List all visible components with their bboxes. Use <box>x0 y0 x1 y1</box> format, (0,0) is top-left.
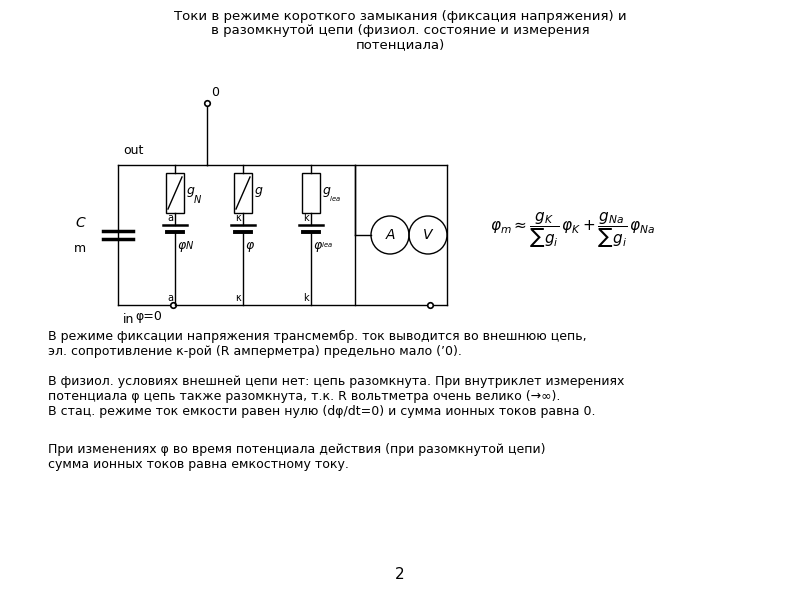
Text: Токи в режиме короткого замыкания (фиксация напряжения) и: Токи в режиме короткого замыкания (фикса… <box>174 10 626 23</box>
Text: in: in <box>123 313 134 326</box>
Text: эл. сопротивление к-рой (R амперметра) предельно мало (’0).: эл. сопротивление к-рой (R амперметра) п… <box>48 345 462 358</box>
Text: a: a <box>167 213 173 223</box>
Text: $N$: $N$ <box>193 193 202 205</box>
Text: $_{lea}$: $_{lea}$ <box>329 194 341 204</box>
Text: C: C <box>75 216 85 230</box>
Text: $g$: $g$ <box>254 185 263 199</box>
Text: m: m <box>74 242 86 256</box>
Text: A: A <box>386 228 394 242</box>
Text: $\varphi$: $\varphi$ <box>313 240 323 254</box>
Text: $\varphi$: $\varphi$ <box>245 240 255 254</box>
Text: κ: κ <box>235 293 241 303</box>
Text: В режиме фиксации напряжения трансмембр. ток выводится во внешнюю цепь,: В режиме фиксации напряжения трансмембр.… <box>48 330 586 343</box>
Bar <box>302 173 320 213</box>
Text: out: out <box>123 144 143 157</box>
Bar <box>166 173 184 213</box>
Text: $_{lea}$: $_{lea}$ <box>321 240 333 250</box>
Text: κ: κ <box>235 213 241 223</box>
Text: сумма ионных токов равна емкостному току.: сумма ионных токов равна емкостному току… <box>48 458 349 471</box>
Text: 0: 0 <box>211 86 219 99</box>
Text: k: k <box>303 213 309 223</box>
Text: $g$: $g$ <box>322 185 331 199</box>
Text: k: k <box>303 293 309 303</box>
Text: При изменениях φ во время потенциала действия (при разомкнутой цепи): При изменениях φ во время потенциала дей… <box>48 443 546 456</box>
Text: $\varphi_m \approx \dfrac{g_K}{\sum g_i}\,\varphi_K + \dfrac{g_{Na}}{\sum g_i}\,: $\varphi_m \approx \dfrac{g_K}{\sum g_i}… <box>490 210 656 250</box>
Text: В стац. режиме ток емкости равен нулю (dφ/dt=0) и сумма ионных токов равна 0.: В стац. режиме ток емкости равен нулю (d… <box>48 405 595 418</box>
Text: $g$: $g$ <box>186 185 195 199</box>
Text: a: a <box>167 293 173 303</box>
Text: V: V <box>423 228 433 242</box>
Text: φ=0: φ=0 <box>135 310 162 323</box>
Text: потенциала): потенциала) <box>355 38 445 51</box>
Bar <box>234 173 252 213</box>
Text: В физиол. условиях внешней цепи нет: цепь разомкнута. При внутриклет измерениях: В физиол. условиях внешней цепи нет: цеп… <box>48 375 624 388</box>
Text: 2: 2 <box>395 567 405 582</box>
Text: в разомкнутой цепи (физиол. состояние и измерения: в разомкнутой цепи (физиол. состояние и … <box>210 24 590 37</box>
Text: $\varphi$: $\varphi$ <box>177 240 187 254</box>
Text: $N$: $N$ <box>185 239 194 251</box>
Text: потенциала φ цепь также разомкнута, т.к. R вольтметра очень велико (→∞).: потенциала φ цепь также разомкнута, т.к.… <box>48 390 560 403</box>
